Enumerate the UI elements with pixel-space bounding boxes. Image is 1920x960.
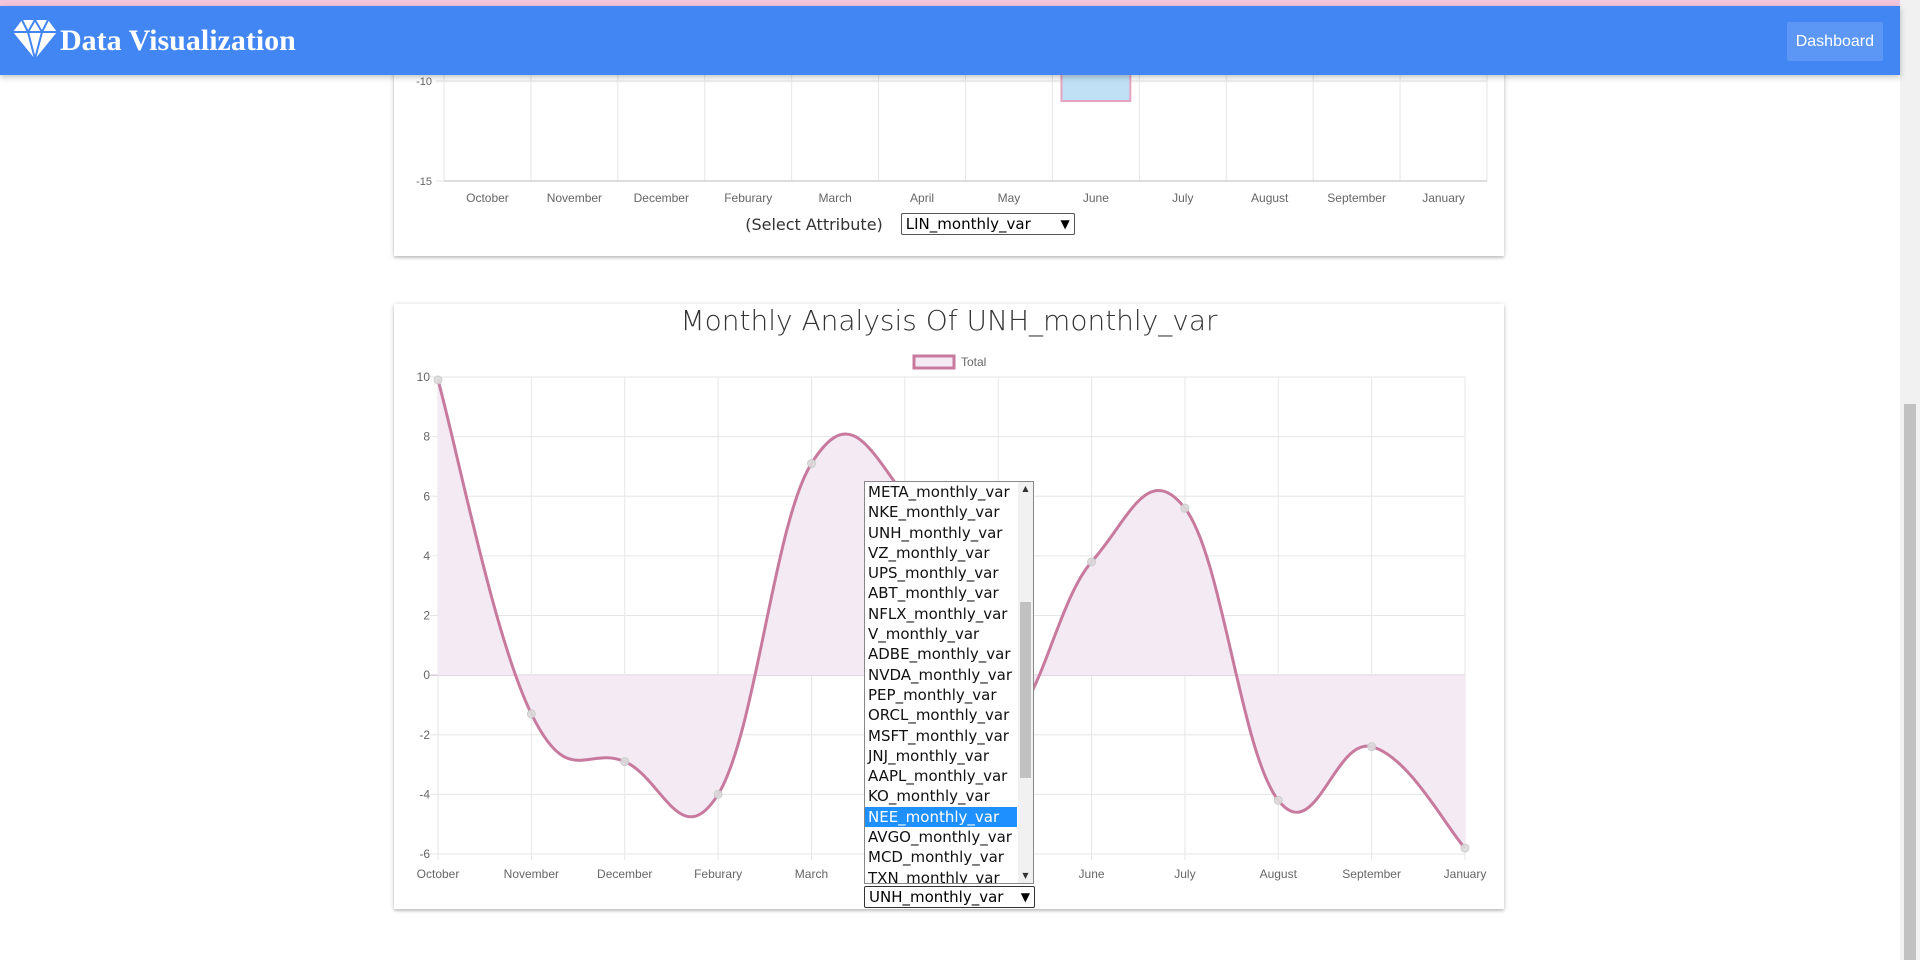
dropdown-option[interactable]: ORCL_monthly_var	[868, 706, 1010, 725]
dropdown-option[interactable]: NKE_monthly_var	[868, 503, 1000, 522]
data-point	[1087, 557, 1097, 567]
data-point	[1180, 503, 1190, 513]
y-tick-label: 4	[423, 549, 430, 563]
attribute-select-top[interactable]: LIN_monthly_var ▼	[900, 213, 1075, 235]
attribute-select-bottom[interactable]: UNH_monthly_var ▼	[864, 886, 1035, 908]
attribute-dropdown-list[interactable]: META_monthly_var NKE_monthly_var UNH_month…	[864, 481, 1034, 884]
attribute-select-bottom-value: UNH_monthly_var	[869, 888, 1004, 906]
attribute-select-row: (Select Attribute) LIN_monthly_var ▼	[394, 212, 1504, 236]
navbar: Data Visualization Dashboard	[0, 6, 1900, 75]
y-tick-label: -2	[419, 728, 430, 742]
x-tick-label: December	[597, 867, 652, 881]
dropdown-option[interactable]: UPS_monthly_var	[868, 564, 999, 583]
data-point	[620, 757, 630, 767]
x-tick-label: July	[1172, 191, 1193, 205]
dropdown-option[interactable]: TXN_monthly_var	[868, 868, 1000, 884]
y-tick-label: 10	[417, 370, 431, 384]
top-accent-strip	[0, 0, 1920, 6]
y-tick-label: -15	[416, 176, 432, 188]
x-tick-label: June	[1083, 191, 1109, 205]
x-tick-label: January	[1444, 867, 1487, 881]
dropdown-option[interactable]: AAPL_monthly_var	[868, 767, 1008, 786]
legend: Total	[912, 354, 986, 370]
scroll-down-arrow-icon[interactable]: ▼	[1022, 871, 1029, 880]
diamond-icon	[12, 17, 58, 66]
y-tick-label: 6	[423, 489, 430, 503]
page-scrollbar-thumb[interactable]	[1904, 404, 1916, 960]
chart-title: Monthly Analysis Of UNH_monthly_var	[680, 304, 1218, 337]
dropdown-option[interactable]: NFLX_monthly_var	[868, 604, 1008, 623]
x-tick-label: October	[417, 867, 460, 881]
dropdown-option[interactable]: META_monthly_var	[868, 483, 1010, 501]
y-tick-label: -6	[419, 847, 430, 861]
x-tick-label: September	[1342, 867, 1401, 881]
x-tick-label: March	[795, 867, 828, 881]
dropdown-option[interactable]: MCD_monthly_var	[868, 848, 1004, 867]
area-fill	[438, 379, 1465, 849]
x-tick-label: October	[466, 191, 509, 205]
legend-swatch	[912, 354, 956, 370]
y-tick-label: 8	[423, 430, 430, 444]
dropdown-scrollbar-thumb[interactable]	[1020, 602, 1031, 778]
data-point	[806, 458, 816, 468]
x-tick-label: July	[1174, 867, 1195, 881]
x-tick-label: August	[1260, 867, 1298, 881]
x-tick-label: June	[1079, 867, 1105, 881]
y-tick-label: 0	[423, 668, 430, 682]
data-point	[713, 789, 723, 799]
attribute-select-top-value: LIN_monthly_var	[905, 215, 1031, 233]
data-point	[433, 375, 443, 385]
x-tick-label: December	[634, 191, 689, 205]
x-tick-label: November	[547, 191, 602, 205]
dropdown-option[interactable]: KO_monthly_var	[868, 787, 990, 806]
x-tick-label: Feburary	[694, 867, 742, 881]
scroll-up-arrow-icon[interactable]: ▲	[1022, 484, 1029, 493]
brand-title: Data Visualization	[60, 24, 296, 57]
brand[interactable]: Data Visualization	[12, 16, 296, 66]
x-tick-label: May	[998, 191, 1021, 205]
data-point	[1367, 742, 1377, 752]
chevron-down-icon: ▼	[1020, 890, 1030, 904]
y-tick-label: 2	[423, 609, 430, 623]
dropdown-options: META_monthly_var NKE_monthly_var UNH_month…	[865, 482, 1033, 884]
y-tick-label: -10	[416, 76, 432, 88]
x-tick-label: August	[1251, 191, 1289, 205]
select-attribute-label: (Select Attribute)	[745, 214, 883, 234]
y-tick-label: -4	[419, 787, 430, 801]
dropdown-option[interactable]: NEE_monthly_var	[865, 806, 1017, 828]
dashboard-nav-button[interactable]: Dashboard	[1786, 22, 1883, 61]
x-tick-label: January	[1422, 191, 1465, 205]
dropdown-option[interactable]: ADBE_monthly_var	[868, 645, 1011, 664]
dropdown-option[interactable]: AVGO_monthly_var	[868, 828, 1012, 847]
data-point	[526, 709, 536, 719]
dropdown-option[interactable]: VZ_monthly_var	[868, 543, 990, 562]
legend-label: Total	[961, 355, 986, 369]
chevron-down-icon: ▼	[1060, 217, 1070, 231]
x-tick-label: March	[818, 191, 851, 205]
dropdown-option[interactable]: NVDA_monthly_var	[868, 665, 1012, 684]
dropdown-option[interactable]: JNJ_monthly_var	[868, 746, 990, 765]
dropdown-option[interactable]: V_monthly_var	[868, 625, 980, 644]
dropdown-option[interactable]: UNH_monthly_var	[868, 523, 1003, 542]
bar-chart-card: -10 -15 October November December Feburary Mar…	[394, 40, 1504, 256]
dropdown-option[interactable]: PEP_monthly_var	[868, 685, 997, 704]
x-tick-label: September	[1327, 191, 1386, 205]
x-tick-label: Feburary	[724, 191, 772, 205]
data-point	[1460, 843, 1470, 853]
dropdown-option[interactable]: ABT_monthly_var	[868, 584, 999, 603]
x-tick-label: November	[504, 867, 559, 881]
x-tick-label: April	[910, 191, 934, 205]
data-point	[1273, 795, 1283, 805]
dropdown-option[interactable]: MSFT_monthly_var	[868, 726, 1009, 745]
